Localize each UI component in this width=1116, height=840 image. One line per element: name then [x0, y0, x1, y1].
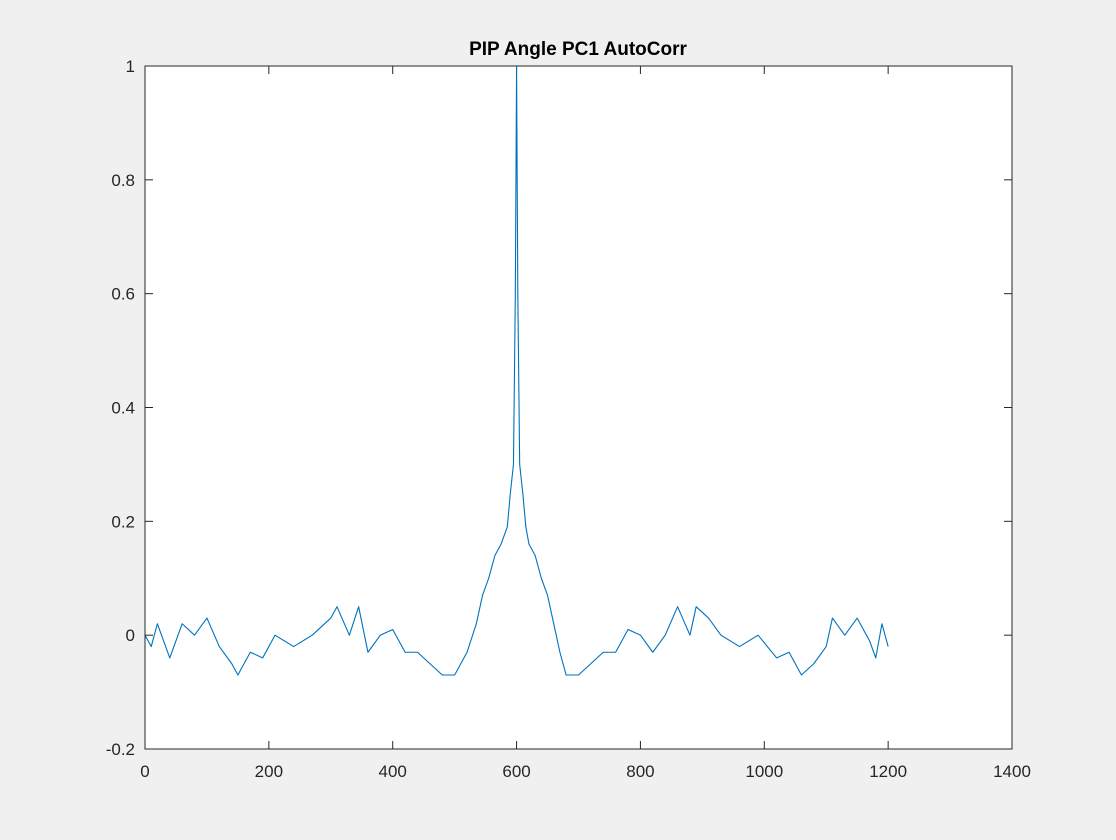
y-tick-label: -0.2: [106, 740, 135, 759]
axes-background: [145, 66, 1012, 749]
x-tick-label: 800: [626, 762, 654, 781]
x-tick-label: 1400: [993, 762, 1031, 781]
x-tick-label: 0: [140, 762, 149, 781]
y-tick-label: 1: [126, 57, 135, 76]
y-tick-label: 0.6: [111, 285, 135, 304]
x-tick-label: 1200: [869, 762, 907, 781]
y-tick-label: 0: [126, 626, 135, 645]
x-tick-label: 200: [255, 762, 283, 781]
x-tick-label: 600: [502, 762, 530, 781]
y-tick-label: 0.8: [111, 171, 135, 190]
x-tick-label: 1000: [745, 762, 783, 781]
y-tick-label: 0.4: [111, 399, 135, 418]
y-tick-label: 0.2: [111, 512, 135, 531]
x-tick-label: 400: [379, 762, 407, 781]
tick-labels-layer: 0 200 400 600 800 1000 1200 1400 -0.2 0 0.2 0.4 0.6 0…: [106, 57, 1031, 781]
axes-box: [144, 65, 1013, 750]
chart-title: PIP Angle PC1 AutoCorr: [469, 39, 687, 60]
